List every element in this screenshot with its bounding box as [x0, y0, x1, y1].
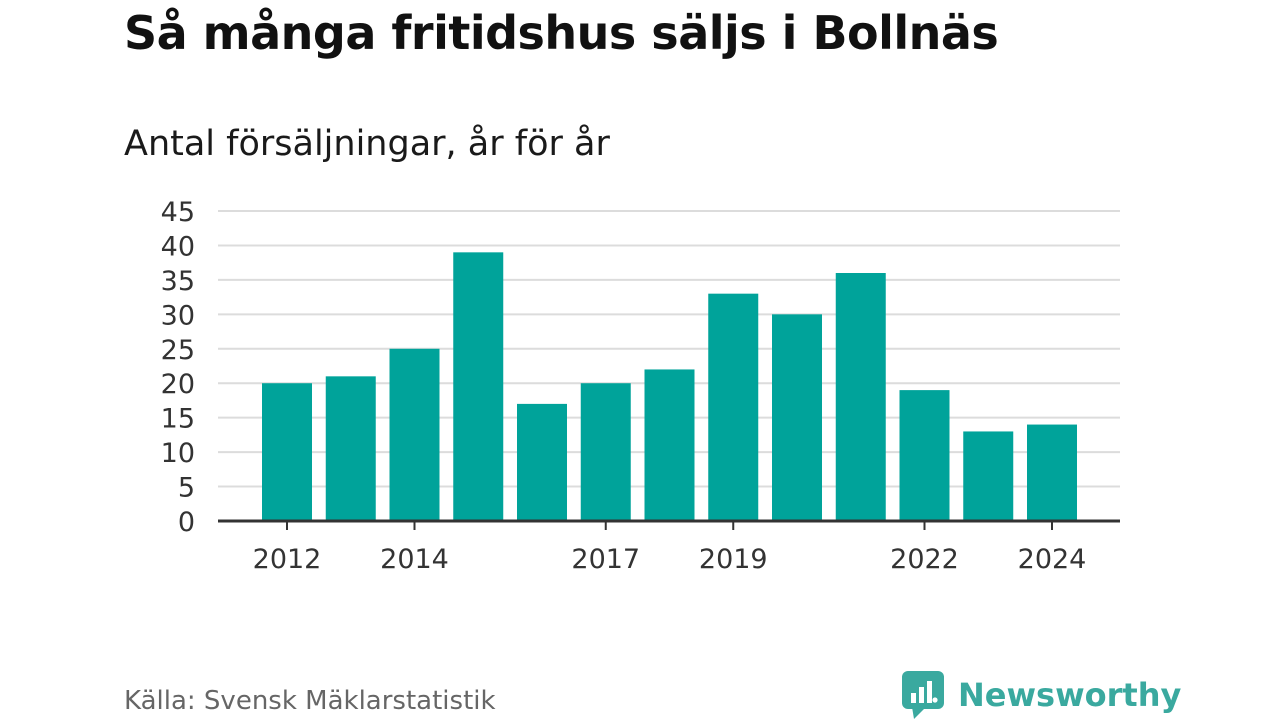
x-tick-label: 2019	[699, 544, 768, 575]
y-tick-label: 35	[161, 266, 195, 297]
y-tick-label: 5	[178, 473, 195, 504]
bar-2021	[835, 273, 886, 521]
bar-2018	[644, 369, 695, 521]
bar-2022	[899, 390, 950, 521]
bar-2024	[1027, 424, 1077, 521]
bar-2013	[325, 376, 376, 521]
bar-2014	[389, 348, 440, 521]
bar-2016	[517, 403, 567, 521]
y-tick-label: 30	[161, 300, 195, 331]
x-tick-label: 2017	[571, 544, 640, 575]
bar-2020	[772, 314, 822, 521]
x-tick-label: 2024	[1018, 544, 1087, 575]
bar-2012	[262, 383, 312, 521]
bar-2019	[708, 293, 759, 521]
brand-name: Newsworthy	[958, 676, 1182, 714]
chart-title: Så många fritidshus säljs i Bollnäs	[124, 6, 999, 60]
y-tick-label: 40	[161, 231, 195, 262]
x-tick-label: 2014	[380, 544, 449, 575]
y-tick-label: 10	[161, 438, 195, 469]
bar-2023	[963, 431, 1014, 521]
y-tick-label: 45	[161, 197, 195, 228]
bar-2017	[580, 383, 631, 521]
x-tick-label: 2012	[253, 544, 322, 575]
x-tick-label: 2022	[890, 544, 959, 575]
brand-logo: Newsworthy	[902, 670, 1181, 720]
chart-subtitle: Antal försäljningar, år för år	[124, 124, 610, 164]
source-note: Källa: Svensk Mäklarstatistik	[124, 686, 496, 716]
y-tick-label: 25	[161, 335, 195, 366]
y-tick-label: 0	[178, 507, 195, 538]
y-tick-label: 15	[161, 404, 195, 435]
y-tick-label: 20	[161, 369, 195, 400]
bar-2015	[453, 252, 504, 522]
newsworthy-logo-icon	[902, 671, 944, 719]
